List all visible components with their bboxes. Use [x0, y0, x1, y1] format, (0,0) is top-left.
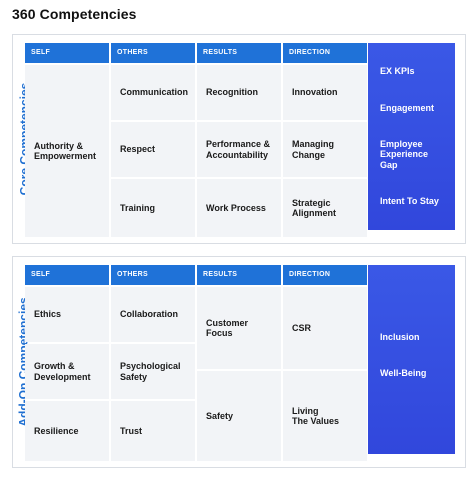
core-col-direction: DIRECTION Innovation Managing Change Str…: [283, 43, 367, 237]
core-others-cell: Respect: [111, 122, 195, 177]
addon-ex-item: Well-Being: [380, 368, 427, 378]
core-others-text: Training: [120, 202, 156, 213]
addon-direction-text: Living The Values: [292, 405, 340, 426]
addon-others-text: Trust: [120, 425, 143, 436]
addon-self-cell: Growth & Development: [25, 344, 109, 399]
addon-others-text: Collaboration: [120, 309, 178, 320]
core-others-text: Communication: [120, 87, 189, 98]
addon-competencies-panel: Add-On Competencies SELF Ethics Growth &…: [12, 256, 466, 468]
core-col-results-header: RESULTS: [197, 43, 281, 63]
addon-self-text: Ethics: [34, 309, 62, 320]
core-results-cell: Work Process: [197, 179, 281, 237]
page-title: 360 Competencies: [12, 6, 137, 22]
addon-self-cell: Ethics: [25, 287, 109, 342]
core-results-cell: Recognition: [197, 65, 281, 120]
core-results-text: Performance & Accountability: [206, 139, 271, 160]
addon-self-cell: Resilience: [25, 401, 109, 461]
core-col-self: SELF Authority & Empowerment: [25, 43, 109, 237]
addon-direction-cell: Living The Values: [283, 371, 367, 461]
addon-others-cell: Psychological Safety: [111, 344, 195, 399]
ex-kpi-item: Intent To Stay: [380, 196, 439, 206]
addon-col-self-header: SELF: [25, 265, 109, 285]
core-others-text: Respect: [120, 144, 156, 155]
addon-ex-item: Inclusion: [380, 332, 420, 342]
addon-col-results-header: RESULTS: [197, 265, 281, 285]
addon-self-text: Resilience: [34, 425, 79, 436]
core-direction-cell: Innovation: [283, 65, 367, 120]
addon-results-text: Customer Focus: [206, 317, 249, 338]
addon-col-self: SELF Ethics Growth & Development Resilie…: [25, 265, 109, 461]
addon-others-text: Psychological Safety: [120, 361, 181, 382]
ex-kpi-item: Engagement: [380, 103, 435, 113]
core-results-text: Recognition: [206, 87, 258, 98]
core-direction-text: Managing Change: [292, 139, 334, 160]
addon-col-others-header: OTHERS: [111, 265, 195, 285]
core-self-cell: Authority & Empowerment: [25, 65, 109, 237]
addon-col-direction-header: DIRECTION: [283, 265, 367, 285]
core-self-text: Authority & Empowerment: [34, 140, 97, 161]
core-results-cell: Performance & Accountability: [197, 122, 281, 177]
addon-col-results: RESULTS Customer Focus Safety: [197, 265, 281, 461]
addon-col-direction: DIRECTION CSR Living The Values: [283, 265, 367, 461]
core-grid: SELF Authority & Empowerment OTHERS Comm…: [25, 43, 367, 237]
core-col-direction-header: DIRECTION: [283, 43, 367, 63]
ex-kpi-item: Employee Experience Gap: [380, 139, 429, 170]
addon-others-cell: Trust: [111, 401, 195, 461]
addon-results-cell: Customer Focus: [197, 287, 281, 369]
ex-kpi-item: EX KPIs: [380, 66, 415, 76]
core-ex-kpi-box: EX KPIs Engagement Employee Experience G…: [368, 43, 455, 230]
addon-ex-box: Inclusion Well-Being: [368, 265, 455, 454]
core-others-cell: Communication: [111, 65, 195, 120]
core-direction-text: Strategic Alignment: [292, 197, 336, 218]
core-direction-text: Innovation: [292, 87, 338, 98]
core-direction-cell: Managing Change: [283, 122, 367, 177]
addon-results-text: Safety: [206, 410, 234, 421]
core-col-others-header: OTHERS: [111, 43, 195, 63]
core-col-self-header: SELF: [25, 43, 109, 63]
core-col-others: OTHERS Communication Respect Training: [111, 43, 195, 237]
core-direction-cell: Strategic Alignment: [283, 179, 367, 237]
addon-results-cell: Safety: [197, 371, 281, 461]
core-col-results: RESULTS Recognition Performance & Accoun…: [197, 43, 281, 237]
addon-grid: SELF Ethics Growth & Development Resilie…: [25, 265, 367, 461]
addon-others-cell: Collaboration: [111, 287, 195, 342]
core-others-cell: Training: [111, 179, 195, 237]
addon-self-text: Growth & Development: [34, 361, 91, 382]
core-results-text: Work Process: [206, 202, 266, 213]
core-competencies-panel: Core Competencies SELF Authority & Empow…: [12, 34, 466, 244]
addon-col-others: OTHERS Collaboration Psychological Safet…: [111, 265, 195, 461]
addon-direction-text: CSR: [292, 322, 312, 333]
addon-direction-cell: CSR: [283, 287, 367, 369]
